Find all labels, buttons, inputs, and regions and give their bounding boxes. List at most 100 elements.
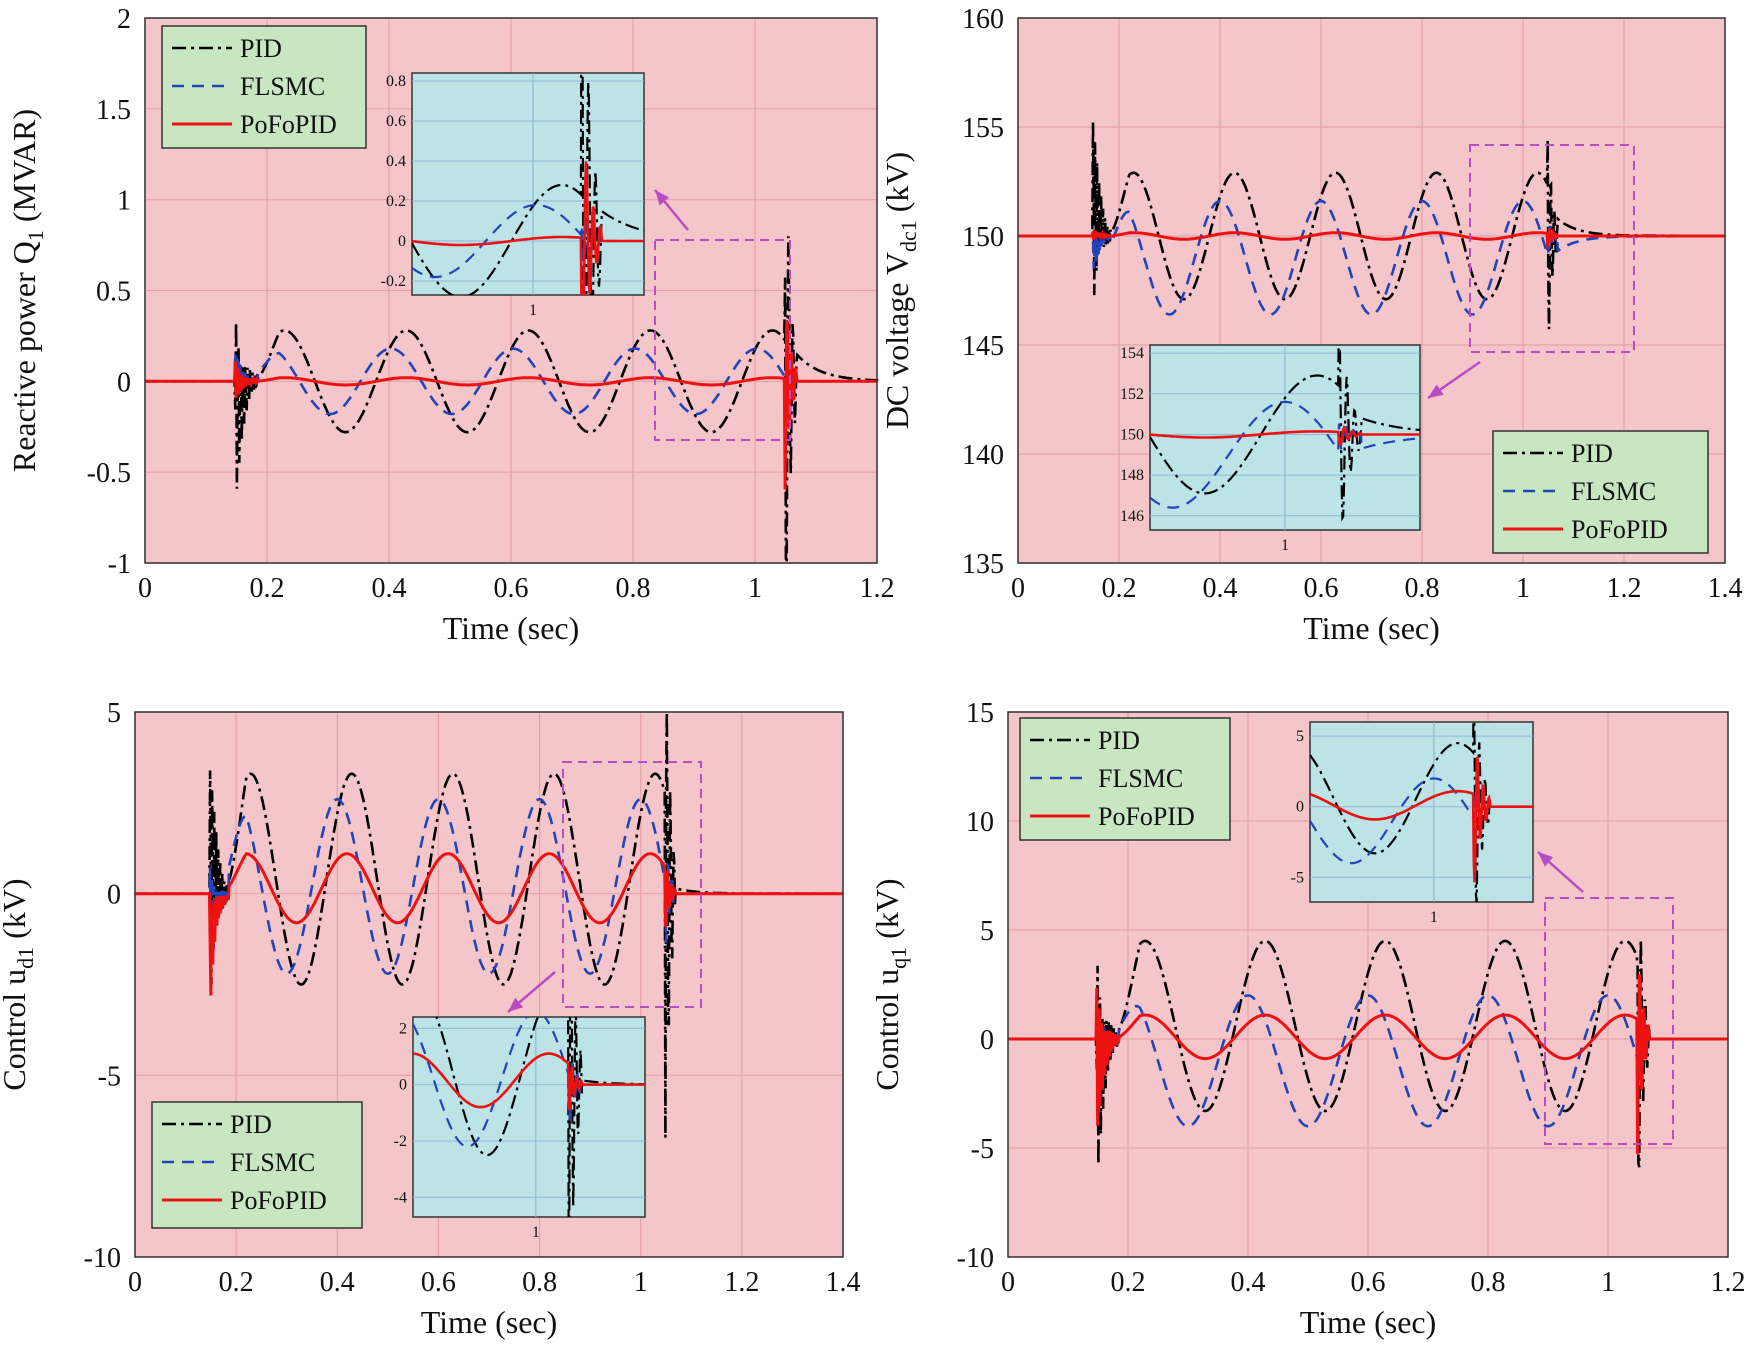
x-axis-label: Time (sec) xyxy=(1300,1304,1437,1340)
y-axis-label-main: DC voltage V xyxy=(879,252,915,429)
y-axis-label-sub: 1 xyxy=(23,230,48,241)
x-tick-label: 0.8 xyxy=(1405,573,1440,604)
y-tick-label: -1 xyxy=(108,549,131,580)
x-tick-label: 0.6 xyxy=(1304,573,1339,604)
inset-series-line-pofopid xyxy=(413,1052,645,1111)
y-tick-label: 5 xyxy=(980,916,994,947)
legend: PID FLSMC PoFoPID xyxy=(1019,717,1231,841)
x-tick-label: 0.6 xyxy=(494,573,529,604)
plot-frame xyxy=(1007,711,1729,1258)
inset-y-tick-label: 148 xyxy=(1120,467,1144,484)
x-tick-label: 0.4 xyxy=(1231,1267,1266,1298)
y-tick-label: 0 xyxy=(980,1025,994,1056)
y-tick-label: -5 xyxy=(971,1134,994,1165)
y-tick-label: 140 xyxy=(962,440,1004,471)
y-tick-label: 0 xyxy=(107,880,121,911)
inset-series-line-flsmc xyxy=(412,203,644,279)
inset-series-line-pofopid xyxy=(412,161,644,295)
y-tick-label: 5 xyxy=(107,698,121,729)
y-axis-label-sub: d1 xyxy=(13,947,38,969)
inset-y-tick-label: 2 xyxy=(399,1020,407,1037)
inset-y-tick-label: -0.2 xyxy=(381,273,406,290)
legend-label-pid: PID xyxy=(230,1110,272,1139)
y-tick-label: 150 xyxy=(962,222,1004,253)
inset-zoom-plot: -4 -2 0 2 1 xyxy=(394,1016,646,1241)
y-tick-label: -5 xyxy=(98,1061,121,1092)
legend: PID FLSMC PoFoPID xyxy=(1492,430,1709,554)
x-tick-label: 0.4 xyxy=(320,1267,355,1298)
x-tick-label: 0.8 xyxy=(1471,1267,1506,1298)
inset-y-tick-label: 154 xyxy=(1120,345,1144,362)
legend-box xyxy=(151,1101,363,1229)
inset-y-tick-label: -2 xyxy=(394,1133,407,1150)
inset-series-line-flsmc xyxy=(1310,777,1533,865)
series-line-flsmc xyxy=(145,347,877,416)
y-tick-label: 1 xyxy=(117,186,131,217)
x-tick-label: 0.4 xyxy=(372,573,407,604)
x-tick-label: 1.2 xyxy=(724,1267,759,1298)
y-tick-label: -0.5 xyxy=(87,458,131,489)
y-axis-label-main: Control u xyxy=(869,969,905,1091)
legend-label-flsmc: FLSMC xyxy=(1098,764,1183,793)
x-tick-label: 1.2 xyxy=(860,573,895,604)
x-tick-label: 1.4 xyxy=(1708,573,1743,604)
y-axis-label-unit: (kV) xyxy=(0,878,32,938)
x-tick-label: 0 xyxy=(1011,573,1025,604)
plot-frame xyxy=(134,711,844,1258)
x-tick-label: 1 xyxy=(748,573,762,604)
x-tick-label: 0.2 xyxy=(1102,573,1137,604)
zoom-arrow-head xyxy=(1538,852,1554,867)
plot-frame xyxy=(1017,17,1726,564)
y-axis-label-unit: (kV) xyxy=(869,878,905,938)
y-axis-label-sub: q1 xyxy=(886,947,911,969)
y-tick-label: 135 xyxy=(962,549,1004,580)
y-axis-label-unit: (MVAR) xyxy=(6,109,42,222)
x-tick-label: 0.8 xyxy=(616,573,651,604)
series-line-pid xyxy=(135,711,844,1138)
legend: PID FLSMC PoFoPID xyxy=(151,1101,363,1229)
inset-series-line-pofopid xyxy=(1150,424,1420,446)
y-tick-label: 1.5 xyxy=(96,95,131,126)
series-line-pofopid xyxy=(1018,227,1725,248)
zoom-arrow-head xyxy=(508,997,524,1012)
y-tick-label: 0.5 xyxy=(96,277,131,308)
legend-label-pofopid: PoFoPID xyxy=(240,110,337,139)
y-tick-label: 2 xyxy=(117,4,131,35)
x-tick-label: 0 xyxy=(138,573,152,604)
inset-series-line-pid xyxy=(1150,345,1420,522)
x-axis-label: Time (sec) xyxy=(443,610,580,646)
series-line-pofopid xyxy=(135,852,843,996)
inset-y-tick-label: 5 xyxy=(1296,728,1304,745)
y-tick-label: 155 xyxy=(962,113,1004,144)
x-tick-label: 1.2 xyxy=(1711,1267,1746,1298)
x-tick-label: 0.4 xyxy=(1203,573,1238,604)
series-line-pofopid xyxy=(145,319,877,490)
chart-panel-2: 0 0.2 0.4 0.6 0.8 1 1.2 1.4 135 140 145 150 155 160 Ti… xyxy=(879,4,1743,646)
zoom-region-box xyxy=(654,239,791,441)
inset-y-tick-label: 150 xyxy=(1120,426,1144,443)
zoom-region-box xyxy=(562,761,702,1008)
y-tick-label: 160 xyxy=(962,4,1004,35)
inset-zoom-plot: -5 0 5 1 xyxy=(1291,721,1534,926)
legend-label-pid: PID xyxy=(240,34,282,63)
y-axis-label-main: Reactive power Q xyxy=(6,241,42,472)
inset-y-tick-label: 0 xyxy=(1296,799,1304,816)
series-line-pid xyxy=(1018,121,1726,330)
x-axis-label: Time (sec) xyxy=(1303,610,1440,646)
x-tick-label: 0.8 xyxy=(522,1267,557,1298)
inset-y-tick-label: 0 xyxy=(399,1077,407,1094)
y-tick-label: -10 xyxy=(84,1243,121,1274)
x-tick-label: 0 xyxy=(128,1267,142,1298)
legend-label-flsmc: FLSMC xyxy=(240,72,325,101)
legend-label-flsmc: FLSMC xyxy=(230,1148,315,1177)
x-tick-label: 0.2 xyxy=(1111,1267,1146,1298)
legend-label-pid: PID xyxy=(1571,439,1613,468)
y-tick-label: 15 xyxy=(966,698,994,729)
legend: PID FLSMC PoFoPID xyxy=(161,25,367,149)
y-tick-label: 10 xyxy=(966,807,994,838)
inset-y-tick-label: 0.8 xyxy=(386,73,406,90)
legend-label-flsmc: FLSMC xyxy=(1571,477,1656,506)
plot-frame xyxy=(144,17,878,564)
series-line-pid xyxy=(1008,939,1728,1168)
